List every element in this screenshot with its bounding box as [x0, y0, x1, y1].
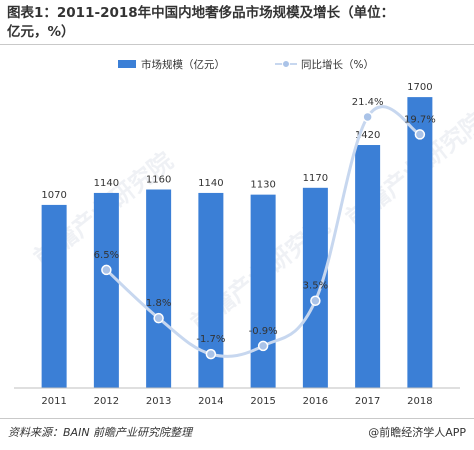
x-tick-label: 2014: [198, 396, 223, 407]
bar: [302, 187, 328, 388]
growth-marker: [310, 295, 321, 306]
chart-title: 图表1：2011-2018年中国内地奢侈品市场规模及增长（单位： 亿元，%）: [7, 4, 469, 42]
x-tick-label: 2018: [407, 396, 432, 407]
growth-value-label: -1.7%: [196, 334, 225, 345]
bar-value-label: 1700: [407, 82, 432, 93]
x-tick-label: 2015: [250, 396, 275, 407]
title-divider: [0, 44, 474, 45]
chart-title-line1: 图表1：2011-2018年中国内地奢侈品市场规模及增长（单位：: [7, 5, 395, 21]
source-note: 资料来源：BAIN 前瞻产业研究院整理: [8, 426, 193, 439]
bar: [407, 97, 433, 388]
growth-value-label: -0.9%: [249, 326, 278, 337]
growth-value-label: 6.5%: [94, 250, 119, 261]
bar: [93, 192, 119, 388]
bar-value-label: 1140: [94, 178, 119, 189]
growth-marker: [362, 111, 373, 123]
growth-value-label: 19.7%: [404, 114, 436, 125]
legend-swatch-bar: [118, 60, 136, 68]
growth-value-label: 1.8%: [146, 298, 171, 309]
bar-value-label: 1130: [250, 180, 275, 191]
bar-value-label: 1070: [41, 190, 66, 201]
bar: [41, 204, 67, 388]
growth-marker: [153, 312, 164, 324]
growth-value-label: 3.5%: [303, 281, 328, 292]
growth-marker: [257, 340, 269, 352]
x-tick-label: 2011: [41, 396, 66, 407]
legend-label-bar: 市场规模（亿元）: [141, 58, 225, 71]
x-tick-label: 2013: [146, 396, 171, 407]
growth-marker: [101, 264, 112, 276]
legend-swatch-marker: [282, 60, 290, 68]
bar: [146, 189, 172, 388]
bar-value-label: 1420: [355, 130, 380, 141]
x-tick-label: 2012: [94, 396, 119, 407]
bar-value-label: 1160: [146, 175, 171, 186]
credit-note: @前瞻经济学人APP: [368, 426, 466, 439]
bar-value-label: 1170: [303, 173, 328, 184]
growth-marker: [205, 348, 217, 360]
growth-value-label: 21.4%: [352, 97, 384, 108]
growth-marker: [414, 129, 426, 140]
footer-divider: [0, 418, 474, 419]
bar: [250, 194, 276, 388]
legend-label-line: 同比增长（%）: [301, 58, 374, 71]
x-tick-label: 2017: [355, 396, 380, 407]
chart-title-line2: 亿元，%）: [7, 24, 75, 40]
x-tick-label: 2016: [303, 396, 328, 407]
bar: [355, 145, 381, 388]
bar-value-label: 1140: [198, 178, 223, 189]
